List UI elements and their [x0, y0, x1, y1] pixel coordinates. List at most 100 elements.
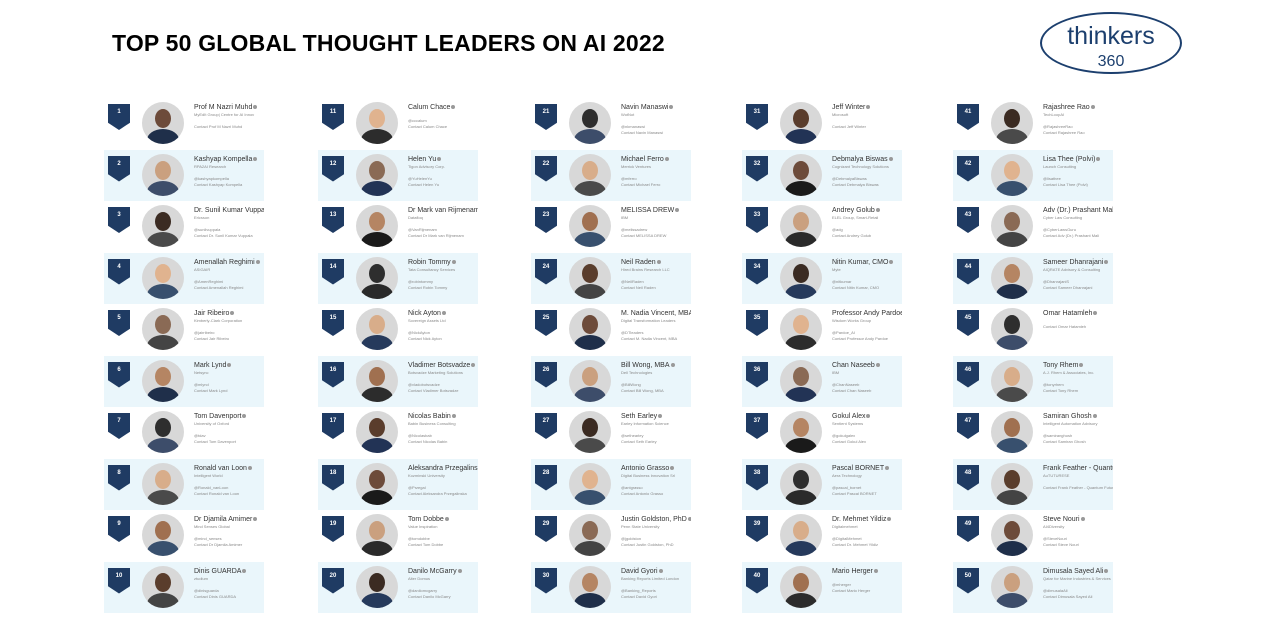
avatar[interactable] — [991, 256, 1033, 299]
contact-link[interactable]: Contact Dr. Mehmet Yildiz — [832, 542, 879, 547]
avatar[interactable] — [142, 462, 184, 505]
leader-name[interactable]: Robin Tommy — [408, 258, 478, 267]
avatar[interactable] — [142, 205, 184, 247]
avatar[interactable] — [356, 205, 398, 247]
leader-name[interactable]: Antonio Grasso — [621, 464, 691, 473]
leader-name-text[interactable]: Dr Mark van Rijmenam — [408, 207, 478, 214]
contact-link[interactable]: Contact Amenallah Reghimi — [194, 284, 244, 290]
leader-name[interactable]: Professor Andy Pardoe — [832, 309, 902, 318]
leader-name-text[interactable]: David Gyori — [621, 567, 658, 575]
leader-name[interactable]: Bill Wong, MBA — [621, 361, 691, 370]
leader-name[interactable]: Dr. Mehmet Yildiz — [832, 515, 902, 524]
leader-name-text[interactable]: Mario Herger — [832, 567, 873, 575]
avatar[interactable] — [356, 308, 398, 350]
leader-name-text[interactable]: Pascal BORNET — [832, 464, 885, 472]
leader-name-text[interactable]: Tony Rhem — [1043, 361, 1079, 369]
avatar[interactable] — [780, 565, 822, 608]
avatar[interactable] — [356, 153, 398, 196]
leader-name-text[interactable]: Steve Nouri — [1043, 516, 1080, 523]
leader-name-text[interactable]: Ronald van Loon — [194, 464, 247, 472]
leader-row[interactable]: 21 Navin Manaswi WotNot @nkmanaswi Conta… — [531, 98, 691, 149]
leader-name[interactable]: Samiran Ghosh — [1043, 412, 1113, 421]
contact-link[interactable]: Contact Sameer Dhanrajani — [1043, 284, 1093, 290]
contact-link[interactable]: Contact David Gyori — [621, 593, 657, 599]
leader-name[interactable]: Justin Goldston, PhD — [621, 515, 691, 524]
contact-link[interactable]: Contact Tom Dobbe — [408, 542, 444, 547]
leader-row[interactable]: 17 Nicolas Babin Babin Business Consulti… — [318, 407, 478, 458]
leader-row[interactable]: 27 Seth Earley Earley Information Scienc… — [531, 407, 691, 458]
leader-name-text[interactable]: Robin Tommy — [408, 258, 451, 266]
leader-row[interactable]: 49 Steve Nouri AI4Diversity @SteveNouri … — [953, 510, 1113, 561]
leader-row[interactable]: 23 MELISSA DREW IBM @melissadrew Contact… — [531, 201, 691, 252]
leader-row[interactable]: 6 Mark Lynd Netsync @mlynd Contact Mark … — [104, 355, 264, 407]
leader-name[interactable]: David Gyori — [621, 567, 691, 576]
leader-name-text[interactable]: Tom Davenport — [194, 413, 242, 420]
leader-name[interactable]: Omar Hatamleh — [1043, 309, 1113, 318]
leader-name[interactable]: Sameer Dhanrajani — [1043, 258, 1113, 267]
leader-name[interactable]: Lisa Thee (Polvi) — [1043, 155, 1113, 164]
leader-name-text[interactable]: Jeff Winter — [832, 104, 866, 111]
leader-name[interactable]: M. Nadia Vincent, MBA — [621, 309, 691, 318]
leader-name-text[interactable]: Neil Raden — [621, 258, 656, 266]
avatar[interactable] — [991, 514, 1033, 556]
leader-row[interactable]: 18 Aleksandra Przegalinska Kozminski Uni… — [318, 458, 478, 510]
leader-row[interactable]: 50 Dimusala Sayed Ali Qatar for Marine I… — [953, 561, 1113, 613]
leader-name-text[interactable]: Samiran Ghosh — [1043, 413, 1092, 420]
contact-link[interactable]: Contact Omar Hatamleh — [1043, 324, 1087, 329]
leader-row[interactable]: 1 Prof M Nazri Muhd MyEdIt Group| Centre… — [104, 98, 264, 149]
avatar[interactable] — [569, 514, 611, 556]
leader-name-text[interactable]: Prof M Nazri Muhd — [194, 104, 253, 111]
contact-link[interactable]: Contact Prof M Nazri Muhd — [194, 124, 243, 129]
avatar[interactable] — [991, 411, 1033, 453]
leader-name-text[interactable]: MELISSA DREW — [621, 207, 675, 214]
leader-row[interactable]: 19 Tom Dobbe Value Inspiration @tomdobbe… — [318, 510, 478, 561]
contact-link[interactable]: Contact Debmalya Biswas — [832, 181, 879, 187]
leader-row[interactable]: 36 Chan Naseeb IBM @ChanNaseeb Contact C… — [742, 355, 902, 407]
leader-name[interactable]: Danilo McGarry — [408, 567, 478, 576]
leader-name-text[interactable]: Andrey Golub — [832, 207, 875, 214]
leader-row[interactable]: 5 Jair Ribeiro Kimberly-Clark Corporatio… — [104, 304, 264, 355]
leader-name[interactable]: Navin Manaswi — [621, 103, 691, 112]
leader-name[interactable]: Tom Davenport — [194, 412, 264, 421]
contact-link[interactable]: Contact Mark Lynd — [194, 387, 228, 393]
leader-name-text[interactable]: Chan Naseeb — [832, 361, 875, 369]
contact-link[interactable]: Contact Jair Ribeiro — [194, 336, 230, 341]
avatar[interactable] — [356, 256, 398, 299]
leader-name-text[interactable]: Antonio Grasso — [621, 464, 670, 472]
contact-link[interactable]: Contact Samiran Ghosh — [1043, 439, 1086, 444]
avatar[interactable] — [780, 153, 822, 196]
avatar[interactable] — [780, 205, 822, 247]
avatar[interactable] — [780, 102, 822, 144]
leader-row[interactable]: 15 Nick Ayton Sovereign Assets Ltd @Nick… — [318, 304, 478, 355]
avatar[interactable] — [780, 308, 822, 350]
leader-row[interactable]: 13 Dr Mark van Rijmenam Datafloq @VanRij… — [318, 201, 478, 252]
leader-row[interactable]: 26 Bill Wong, MBA Dell Technologies @Bil… — [531, 355, 691, 407]
leader-row[interactable]: 29 Justin Goldston, PhD Penn State Unive… — [531, 510, 691, 561]
leader-name-text[interactable]: Sameer Dhanrajani — [1043, 258, 1104, 266]
leader-name-text[interactable]: Dr Djamila Amimer — [194, 516, 253, 523]
contact-link[interactable]: Contact Nick Ayton — [408, 336, 442, 341]
leader-name[interactable]: Mario Herger — [832, 567, 902, 576]
leader-row[interactable]: 31 Jeff Winter Microsoft Contact Jeff Wi… — [742, 98, 902, 149]
contact-link[interactable]: Contact Helen Yu — [408, 181, 440, 187]
leader-name-text[interactable]: Gokul Alex — [832, 413, 866, 420]
leader-row[interactable]: 4 Amenallah Reghimi ASIGAIR @AmenReghimi… — [104, 252, 264, 304]
avatar[interactable] — [142, 411, 184, 453]
avatar[interactable] — [142, 565, 184, 608]
leader-name[interactable]: Dimusala Sayed Ali — [1043, 567, 1113, 576]
leader-row[interactable]: 20 Danilo McGarry Alter Domus @danilomcg… — [318, 561, 478, 613]
leader-name-text[interactable]: Nicolas Babin — [408, 413, 451, 420]
leader-row[interactable]: 7 Tom Davenport University of Oxford @td… — [104, 407, 264, 458]
leader-row[interactable]: 8 Ronald van Loon Intelligent World @Ron… — [104, 458, 264, 510]
contact-link[interactable]: Contact Mario Herger — [832, 587, 871, 593]
avatar[interactable] — [991, 102, 1033, 144]
leader-row[interactable]: 42 Lisa Thee (Polvi) Launch Consulting @… — [953, 149, 1113, 201]
leader-row[interactable]: 46 Tony Rhem A.J. Rhem & Associates, Inc… — [953, 355, 1113, 407]
leader-name-text[interactable]: Lisa Thee (Polvi) — [1043, 155, 1096, 163]
contact-link[interactable]: Contact Jeff Winter — [832, 124, 866, 129]
leader-row[interactable]: 45 Omar Hatamleh Contact Omar Hatamleh — [953, 304, 1113, 355]
avatar[interactable] — [569, 256, 611, 299]
contact-link[interactable]: Contact Calum Chace — [408, 124, 448, 129]
leader-name[interactable]: Pascal BORNET — [832, 464, 902, 473]
leader-row[interactable]: 25 M. Nadia Vincent, MBA Digital Transfo… — [531, 304, 691, 355]
